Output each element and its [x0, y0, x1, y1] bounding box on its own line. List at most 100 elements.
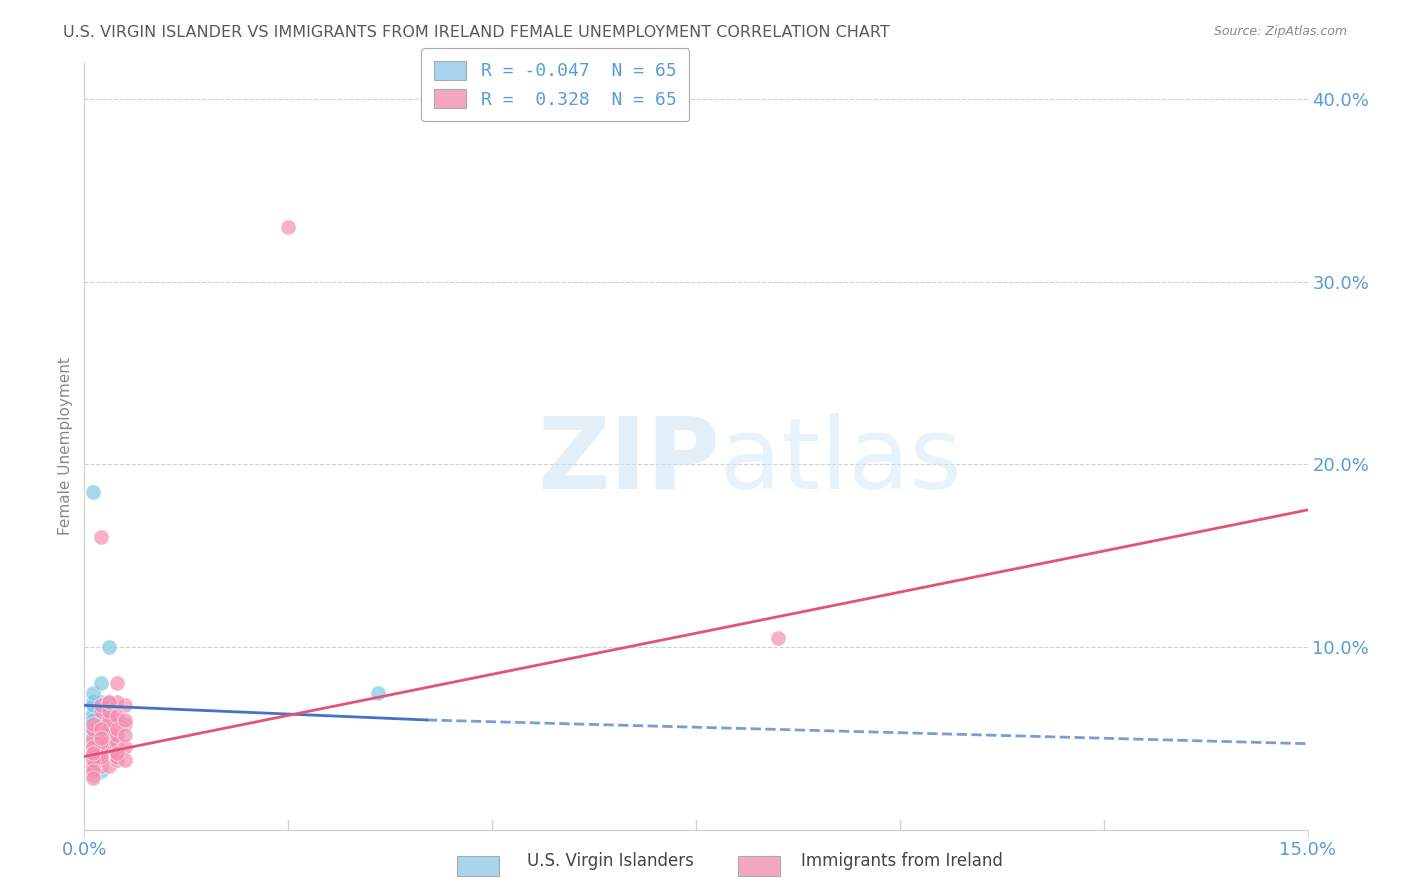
Point — [82, 707, 104, 722]
Point — [90, 698, 112, 713]
Point — [90, 753, 112, 767]
Point — [90, 713, 112, 727]
Point — [82, 735, 104, 749]
Point — [82, 716, 104, 731]
Point — [97, 713, 120, 727]
Point — [90, 718, 112, 732]
Point — [82, 764, 104, 778]
Point — [97, 713, 120, 727]
Point — [114, 698, 136, 713]
Point — [82, 772, 104, 786]
Point — [97, 716, 120, 731]
Point — [82, 707, 104, 722]
Point — [82, 685, 104, 699]
Point — [97, 640, 120, 654]
Point — [105, 728, 128, 742]
Point — [277, 219, 299, 234]
Point — [82, 746, 104, 760]
Point — [90, 722, 112, 736]
Point — [90, 746, 112, 760]
Point — [90, 740, 112, 755]
Point — [90, 731, 112, 746]
Point — [90, 716, 112, 731]
Point — [82, 716, 104, 731]
Point — [90, 764, 112, 778]
Point — [97, 707, 120, 722]
Point — [82, 731, 104, 746]
Point — [97, 695, 120, 709]
Point — [82, 731, 104, 746]
Point — [105, 722, 128, 736]
Point — [90, 746, 112, 760]
Point — [90, 722, 112, 736]
Point — [90, 704, 112, 718]
Point — [82, 735, 104, 749]
Point — [82, 758, 104, 772]
Text: U.S. Virgin Islanders: U.S. Virgin Islanders — [527, 852, 695, 870]
Point — [82, 758, 104, 772]
Point — [90, 713, 112, 727]
Point — [97, 704, 120, 718]
Point — [82, 749, 104, 764]
Point — [82, 740, 104, 755]
Point — [90, 749, 112, 764]
Point — [82, 768, 104, 782]
Point — [90, 725, 112, 739]
Point — [82, 731, 104, 746]
Point — [105, 695, 128, 709]
Point — [97, 731, 120, 746]
Point — [97, 740, 120, 755]
Point — [82, 722, 104, 736]
Point — [90, 704, 112, 718]
Point — [82, 740, 104, 755]
Point — [114, 728, 136, 742]
Point — [82, 722, 104, 736]
Point — [97, 713, 120, 727]
Point — [82, 746, 104, 760]
Point — [82, 722, 104, 736]
Point — [82, 746, 104, 760]
Point — [97, 695, 120, 709]
Point — [114, 713, 136, 727]
Point — [97, 722, 120, 736]
Point — [90, 709, 112, 723]
Point — [90, 704, 112, 718]
Point — [90, 753, 112, 767]
Text: atlas: atlas — [720, 413, 962, 510]
Point — [90, 709, 112, 723]
Point — [90, 704, 112, 718]
Point — [90, 722, 112, 736]
Text: U.S. VIRGIN ISLANDER VS IMMIGRANTS FROM IRELAND FEMALE UNEMPLOYMENT CORRELATION : U.S. VIRGIN ISLANDER VS IMMIGRANTS FROM … — [63, 25, 890, 40]
Point — [105, 735, 128, 749]
Point — [82, 740, 104, 755]
Point — [82, 695, 104, 709]
Y-axis label: Female Unemployment: Female Unemployment — [58, 357, 73, 535]
Text: Source: ZipAtlas.com: Source: ZipAtlas.com — [1213, 25, 1347, 38]
Point — [90, 749, 112, 764]
Point — [105, 709, 128, 723]
Point — [97, 758, 120, 772]
Point — [82, 718, 104, 732]
Point — [105, 746, 128, 760]
Point — [82, 716, 104, 731]
Point — [82, 728, 104, 742]
Point — [82, 722, 104, 736]
Point — [82, 758, 104, 772]
Point — [82, 722, 104, 736]
Point — [105, 722, 128, 736]
Point — [105, 753, 128, 767]
Point — [90, 728, 112, 742]
Point — [82, 758, 104, 772]
Point — [114, 753, 136, 767]
Text: ZIP: ZIP — [537, 413, 720, 510]
Point — [82, 725, 104, 739]
Point — [82, 713, 104, 727]
Point — [90, 740, 112, 755]
Point — [90, 758, 112, 772]
Point — [82, 713, 104, 727]
Point — [105, 676, 128, 690]
Point — [90, 530, 112, 544]
Point — [97, 704, 120, 718]
Point — [90, 704, 112, 718]
Point — [82, 722, 104, 736]
